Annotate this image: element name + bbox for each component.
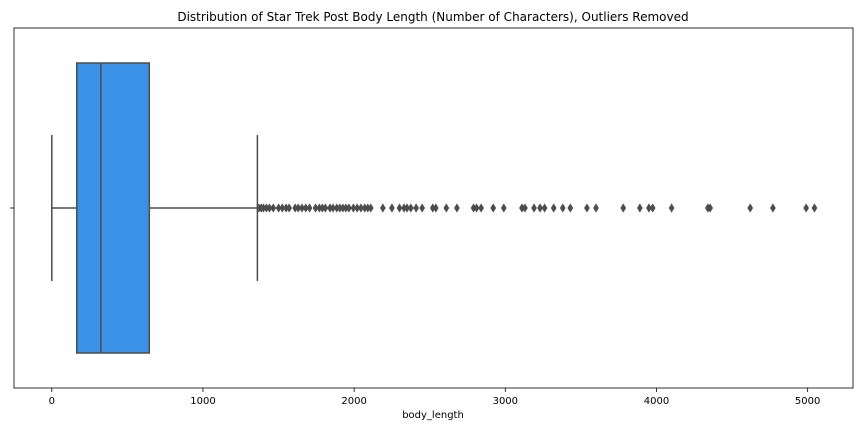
outlier-point	[803, 203, 810, 213]
x-tick-label: 2000	[341, 396, 366, 407]
outlier-point	[330, 203, 336, 213]
outlier-point	[473, 203, 480, 213]
x-axis-label: body_length	[402, 410, 464, 421]
x-tick-label: 0	[49, 396, 55, 407]
outlier-point	[584, 203, 590, 213]
outlier-point	[302, 203, 309, 213]
outlier-point	[322, 203, 329, 213]
outlier-point	[454, 203, 460, 213]
outlier-point	[541, 203, 548, 213]
outlier-point	[811, 203, 818, 213]
iqr-box	[75, 62, 151, 354]
outlier-point	[358, 203, 364, 213]
outlier-point	[668, 203, 675, 213]
outlier-point	[286, 203, 293, 213]
outlier-point	[707, 203, 714, 213]
outlier-point	[404, 203, 410, 213]
outlier-point	[275, 203, 282, 213]
outlier-point	[295, 203, 302, 213]
outlier-point	[345, 203, 352, 213]
outlier-point	[646, 203, 652, 213]
x-tick-label: 4000	[644, 396, 669, 407]
outlier-point	[443, 203, 450, 213]
outlier-point	[367, 203, 374, 213]
outlier-point	[299, 203, 305, 213]
outlier-point	[567, 203, 574, 213]
outlier-point	[270, 203, 277, 213]
outlier-point	[490, 203, 497, 213]
outlier-point	[306, 203, 313, 213]
outlier-point	[559, 203, 566, 213]
outlier-point	[593, 203, 599, 213]
outlier-point	[379, 203, 386, 213]
outlier-point	[620, 203, 627, 213]
outlier-point	[747, 203, 754, 213]
outlier-point	[396, 203, 403, 213]
outlier-point	[550, 203, 557, 213]
outlier-point	[350, 203, 357, 213]
outlier-point	[419, 203, 426, 213]
x-axis: 0 1000 2000 3000 4000 5000	[49, 388, 820, 407]
outlier-point	[279, 203, 286, 213]
outlier-point	[354, 203, 361, 213]
outlier-point	[413, 203, 420, 213]
x-tick-label: 1000	[190, 396, 215, 407]
outlier-point	[531, 203, 537, 213]
outlier-point	[389, 203, 395, 213]
outlier-point	[407, 203, 414, 213]
outlier-point	[500, 203, 507, 213]
outlier-point	[769, 203, 776, 213]
x-tick-label: 5000	[795, 396, 820, 407]
outlier-points	[256, 203, 818, 213]
outlier-point	[478, 203, 485, 213]
outlier-point	[312, 203, 319, 213]
outlier-point	[649, 203, 656, 213]
box-plot	[51, 62, 259, 354]
outlier-point	[266, 203, 273, 213]
outlier-point	[432, 203, 439, 213]
chart-title: Distribution of Star Trek Post Body Leng…	[177, 10, 688, 24]
outlier-point	[522, 203, 528, 213]
outlier-point	[537, 203, 543, 213]
x-tick-label: 3000	[493, 396, 518, 407]
outlier-point	[636, 203, 643, 213]
